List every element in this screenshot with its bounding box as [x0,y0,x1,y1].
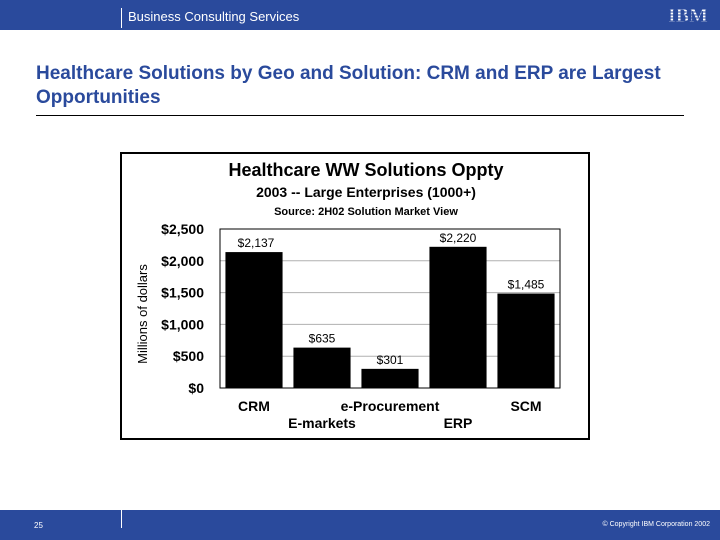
bar [429,246,487,388]
y-tick-label: $2,000 [161,253,204,269]
copyright-text: © Copyright IBM Corporation 2002 [602,521,711,528]
y-tick-label: $500 [173,348,204,364]
data-label: $2,220 [440,231,477,245]
y-tick-label: $2,500 [161,221,204,237]
footer-divider [121,510,122,528]
footer-bar: 25 © Copyright IBM Corporation 2002 [0,510,720,540]
category-label: SCM [510,398,541,414]
category-label: ERP [444,415,473,431]
plot-area-frame [219,228,561,389]
category-label: e-Procurement [341,398,440,414]
bar [497,293,555,388]
header-divider [121,8,122,28]
bar [293,347,351,388]
page-number: 25 [34,521,43,530]
y-tick-label: $0 [188,380,204,396]
data-labels: $2,137 $635 $301 $2,220 $1,485 [238,231,545,367]
bar [361,368,419,388]
data-label: $301 [377,353,404,367]
data-label: $635 [309,332,336,346]
y-tick-labels: $0 $500 $1,000 $1,500 $2,000 $2,500 [161,221,204,396]
chart-frame: Healthcare WW Solutions Oppty 2003 -- La… [120,152,590,440]
ibm-logo-icon: IBM [666,5,710,26]
chart-subtitle: 2003 -- Large Enterprises (1000+) [256,184,476,200]
data-label: $1,485 [508,278,545,292]
slide-title: Healthcare Solutions by Geo and Solution… [36,63,661,108]
chart-title: Healthcare WW Solutions Oppty [228,160,503,180]
bars [225,246,555,388]
y-tick-label: $1,000 [161,316,204,332]
category-label: CRM [238,398,270,414]
bar [225,252,283,388]
title-rule [36,115,684,116]
chart-source: Source: 2H02 Solution Market View [274,206,458,218]
brand-label: Business Consulting Services [128,9,300,24]
y-axis-label: Millions of dollars [135,264,150,364]
data-label: $2,137 [238,236,275,250]
bar-chart: Healthcare WW Solutions Oppty 2003 -- La… [135,160,561,431]
header-bar: Business Consulting Services IBM [0,0,720,30]
category-label: E-markets [288,415,356,431]
y-tick-label: $1,500 [161,285,204,301]
